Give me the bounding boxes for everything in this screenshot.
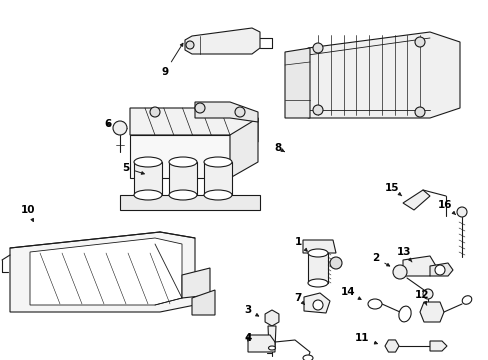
Polygon shape <box>130 108 258 142</box>
Polygon shape <box>10 232 195 312</box>
Text: 1: 1 <box>294 237 306 251</box>
Circle shape <box>422 289 432 299</box>
Text: 4: 4 <box>244 333 251 343</box>
Circle shape <box>235 107 244 117</box>
Circle shape <box>434 265 444 275</box>
Ellipse shape <box>203 157 231 167</box>
Polygon shape <box>134 162 162 195</box>
Polygon shape <box>384 340 398 352</box>
Circle shape <box>195 103 204 113</box>
Circle shape <box>312 105 323 115</box>
Text: 8: 8 <box>274 143 284 153</box>
Ellipse shape <box>461 296 471 304</box>
Circle shape <box>185 41 194 49</box>
Polygon shape <box>203 162 231 195</box>
Polygon shape <box>402 190 429 210</box>
Polygon shape <box>192 290 215 315</box>
Polygon shape <box>303 240 335 253</box>
Ellipse shape <box>367 299 381 309</box>
Circle shape <box>312 43 323 53</box>
Polygon shape <box>429 341 446 351</box>
Ellipse shape <box>268 346 275 350</box>
Text: 2: 2 <box>372 253 389 266</box>
Ellipse shape <box>398 306 410 322</box>
Circle shape <box>113 121 127 135</box>
Polygon shape <box>120 195 260 210</box>
Text: 9: 9 <box>161 43 183 77</box>
Text: 12: 12 <box>414 290 428 305</box>
Ellipse shape <box>169 157 197 167</box>
Polygon shape <box>229 118 258 178</box>
Text: 5: 5 <box>122 163 144 174</box>
Text: 6: 6 <box>104 119 111 129</box>
Polygon shape <box>307 253 327 283</box>
Ellipse shape <box>134 190 162 200</box>
Text: 14: 14 <box>340 287 360 300</box>
Text: 7: 7 <box>294 293 304 305</box>
Polygon shape <box>169 162 197 195</box>
Polygon shape <box>429 263 452 276</box>
Circle shape <box>414 37 424 47</box>
Circle shape <box>414 107 424 117</box>
Circle shape <box>150 107 160 117</box>
Polygon shape <box>264 310 278 326</box>
Circle shape <box>329 257 341 269</box>
Text: 16: 16 <box>437 200 455 215</box>
Polygon shape <box>285 48 309 118</box>
Polygon shape <box>130 135 229 178</box>
Ellipse shape <box>169 190 197 200</box>
Ellipse shape <box>303 355 312 360</box>
Circle shape <box>312 300 323 310</box>
Ellipse shape <box>203 190 231 200</box>
Polygon shape <box>195 102 258 122</box>
Polygon shape <box>419 302 443 322</box>
Polygon shape <box>307 32 459 118</box>
Ellipse shape <box>134 157 162 167</box>
Polygon shape <box>402 256 435 276</box>
Circle shape <box>392 265 406 279</box>
Text: 10: 10 <box>20 205 35 221</box>
Text: 13: 13 <box>396 247 411 262</box>
Text: 15: 15 <box>384 183 401 196</box>
Text: 11: 11 <box>354 333 377 344</box>
Ellipse shape <box>307 249 327 257</box>
Polygon shape <box>30 238 182 305</box>
Ellipse shape <box>307 279 327 287</box>
Polygon shape <box>182 268 209 298</box>
Polygon shape <box>184 28 260 54</box>
Text: 3: 3 <box>244 305 258 316</box>
Circle shape <box>456 207 466 217</box>
Polygon shape <box>267 326 275 348</box>
Polygon shape <box>304 293 329 313</box>
Polygon shape <box>247 335 274 352</box>
